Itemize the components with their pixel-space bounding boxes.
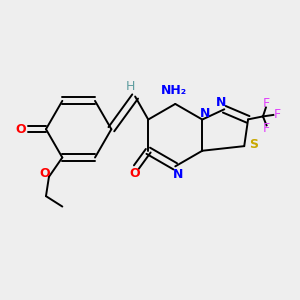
Text: S: S [249, 138, 258, 151]
Text: N: N [216, 96, 226, 109]
Text: N: N [200, 107, 211, 120]
Text: O: O [130, 167, 140, 180]
Text: NH₂: NH₂ [161, 84, 187, 97]
Text: O: O [39, 167, 50, 180]
Text: F: F [262, 98, 269, 110]
Text: N: N [173, 168, 183, 181]
Text: H: H [126, 80, 135, 93]
Text: O: O [15, 123, 26, 136]
Text: F: F [263, 122, 270, 135]
Text: F: F [274, 108, 281, 122]
